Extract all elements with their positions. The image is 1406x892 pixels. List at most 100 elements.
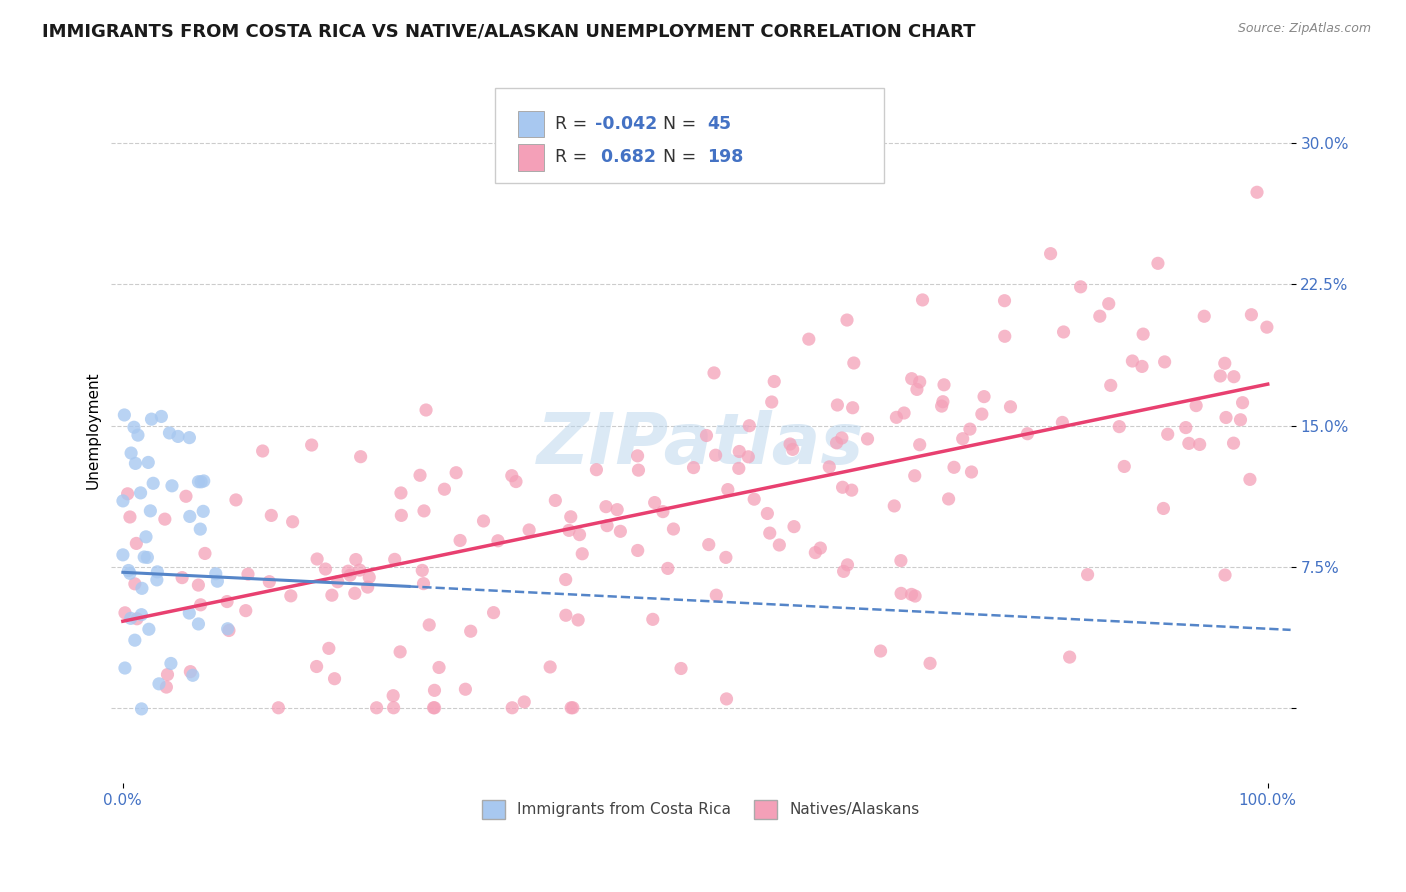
Point [893, 406, 915, 420]
Point [1059, 650, 1081, 665]
Point [305, 659, 328, 673]
Point [411, 563, 433, 577]
Point [141, 412, 163, 426]
Point [193, 504, 215, 518]
Point [217, 622, 239, 636]
Point [804, 546, 827, 560]
Point [207, 574, 229, 589]
Point [1098, 296, 1121, 310]
Point [1209, 369, 1232, 384]
Point [1130, 359, 1153, 374]
Point [609, 524, 631, 539]
Point [118, 566, 141, 581]
Point [1121, 354, 1143, 368]
Point [704, 588, 727, 602]
Point [427, 660, 450, 674]
Point [423, 683, 446, 698]
Point [832, 565, 855, 579]
Point [994, 329, 1017, 343]
Legend: Immigrants from Costa Rica, Natives/Alaskans: Immigrants from Costa Rica, Natives/Alas… [477, 794, 925, 825]
Point [357, 580, 380, 594]
Point [382, 700, 405, 714]
Point [193, 474, 215, 488]
Point [943, 460, 966, 475]
Point [973, 390, 995, 404]
Point [560, 700, 582, 714]
Point [1178, 436, 1201, 450]
Point [703, 366, 725, 380]
Point [952, 432, 974, 446]
Point [318, 641, 340, 656]
Point [1017, 426, 1039, 441]
Point [714, 550, 737, 565]
Point [886, 410, 908, 425]
Point [831, 431, 853, 445]
Point [554, 608, 576, 623]
Point [124, 456, 146, 470]
Point [1223, 369, 1246, 384]
Point [179, 606, 201, 620]
Point [190, 475, 212, 489]
Point [301, 438, 323, 452]
Point [409, 468, 432, 483]
Point [737, 450, 759, 464]
Point [1185, 399, 1208, 413]
Point [758, 526, 780, 541]
Point [1114, 459, 1136, 474]
FancyBboxPatch shape [519, 144, 544, 170]
Point [1077, 567, 1099, 582]
Point [704, 448, 727, 462]
Point [585, 463, 607, 477]
Point [153, 512, 176, 526]
Point [1088, 309, 1111, 323]
Point [695, 428, 717, 442]
Point [716, 692, 738, 706]
Point [267, 700, 290, 714]
Point [314, 562, 336, 576]
Point [1222, 436, 1244, 450]
Point [797, 332, 820, 346]
Point [501, 700, 523, 714]
Point [122, 420, 145, 434]
Point [117, 487, 139, 501]
FancyBboxPatch shape [519, 111, 544, 137]
Point [131, 702, 153, 716]
Point [1147, 256, 1170, 270]
Point [179, 509, 201, 524]
Point [389, 486, 412, 500]
Point [139, 504, 162, 518]
Point [1232, 395, 1254, 409]
Point [1108, 419, 1130, 434]
Point [908, 438, 931, 452]
Text: R =: R = [555, 115, 588, 133]
Point [890, 554, 912, 568]
Text: R =: R = [555, 148, 588, 166]
Point [513, 695, 536, 709]
Point [235, 604, 257, 618]
Point [236, 567, 259, 582]
Point [156, 667, 179, 681]
Point [959, 422, 981, 436]
Point [554, 573, 576, 587]
Point [413, 504, 436, 518]
Point [837, 558, 859, 572]
Point [326, 574, 349, 589]
Point [1052, 416, 1074, 430]
Point [111, 548, 134, 562]
Point [150, 409, 173, 424]
Text: 0.682: 0.682 [595, 148, 655, 166]
Point [900, 587, 922, 601]
Point [856, 432, 879, 446]
Point [136, 455, 159, 469]
Point [422, 700, 444, 714]
Point [259, 574, 281, 589]
Point [970, 407, 993, 421]
Point [1132, 327, 1154, 342]
Point [159, 425, 181, 440]
Point [449, 533, 471, 548]
Text: -0.042: -0.042 [595, 115, 657, 133]
Point [606, 502, 628, 516]
Point [482, 606, 505, 620]
Point [890, 586, 912, 600]
Point [1213, 356, 1236, 370]
